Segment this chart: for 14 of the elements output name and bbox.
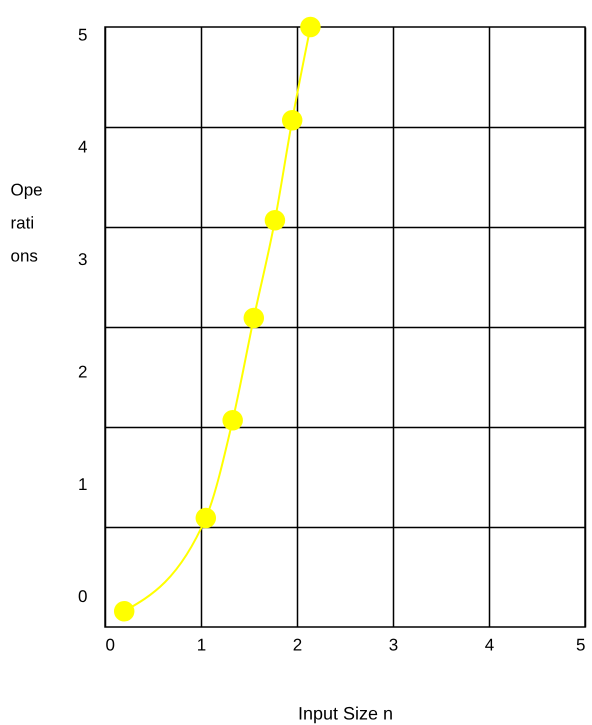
x-tick-label: 5	[576, 636, 586, 654]
y-tick-label: 2	[78, 362, 88, 382]
y-tick-label: 1	[78, 474, 88, 494]
x-tick-label: 4	[484, 636, 494, 654]
x-tick-label: 0	[106, 636, 115, 654]
y-tick-label: 0	[78, 587, 88, 606]
y-tick-label: 5	[78, 25, 88, 44]
y-axis-title: Operations	[10, 180, 43, 266]
y-tick-label: 4	[78, 138, 88, 157]
x-tick-label: 2	[292, 636, 302, 654]
x-axis-title: Input Size n	[298, 704, 394, 724]
x-tick-label: 3	[388, 636, 398, 654]
y-tick-label: 3	[78, 250, 88, 270]
x-tick-label: 1	[196, 636, 206, 654]
